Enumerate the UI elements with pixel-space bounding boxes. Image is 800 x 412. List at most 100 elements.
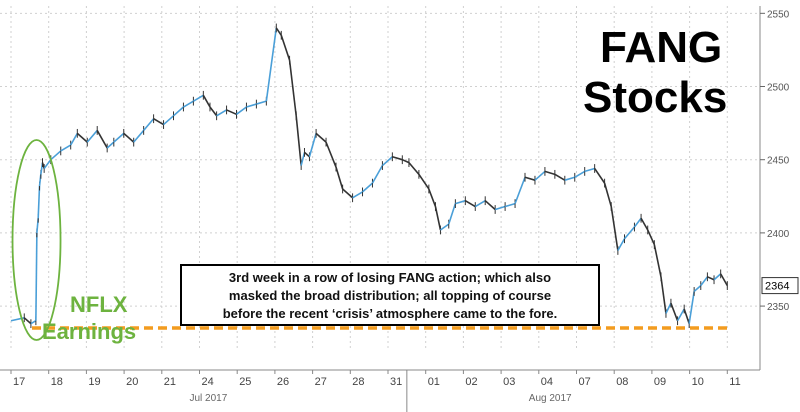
- price-segment: [37, 186, 41, 219]
- price-segment: [60, 144, 72, 152]
- price-segment: [143, 118, 155, 131]
- price-segment: [719, 273, 728, 286]
- price-segment: [43, 159, 52, 169]
- price-segment: [183, 100, 194, 108]
- price-segment: [96, 130, 108, 149]
- price-segment: [256, 100, 267, 105]
- price-segment: [484, 200, 496, 211]
- price-segment: [216, 109, 227, 117]
- price-segment: [693, 284, 702, 293]
- x-tick-label: 31: [390, 376, 402, 388]
- price-segment: [113, 132, 125, 143]
- price-segment: [325, 141, 337, 168]
- price-segment: [342, 188, 354, 199]
- price-segment: [133, 129, 145, 143]
- price-segment: [392, 156, 403, 161]
- price-segment: [464, 199, 476, 208]
- callout-box: 3rd week in a row of losing FANG action;…: [180, 264, 600, 326]
- price-segment: [524, 176, 536, 181]
- callout-line-1: 3rd week in a row of losing FANG action;…: [228, 270, 552, 285]
- price-segment: [163, 115, 175, 126]
- price-segment: [246, 103, 257, 108]
- price-segment: [288, 60, 297, 116]
- price-segment: [123, 132, 135, 143]
- x-tick-label: 20: [126, 376, 138, 388]
- price-segment: [303, 151, 310, 158]
- price-segment: [564, 176, 575, 181]
- price-segment: [30, 320, 37, 325]
- price-segment: [504, 202, 516, 208]
- price-segment: [428, 188, 437, 207]
- price-series: [10, 23, 728, 329]
- price-segment: [280, 35, 291, 61]
- x-tick-label: 27: [315, 376, 327, 388]
- x-tick-label: 08: [616, 376, 628, 388]
- price-segment: [418, 173, 430, 190]
- x-tick-label: 11: [729, 376, 740, 388]
- y-tick-label: 2500: [767, 83, 790, 94]
- x-tick-label: 18: [51, 376, 63, 388]
- price-segment: [617, 238, 626, 251]
- price-segment: [401, 158, 410, 164]
- price-segment: [69, 132, 79, 146]
- price-segment: [623, 226, 636, 240]
- y-tick-label: 2550: [767, 9, 790, 20]
- price-segment: [439, 223, 450, 231]
- price-segment: [688, 291, 695, 324]
- price-segment: [610, 206, 619, 251]
- price-segment: [683, 308, 690, 324]
- price-segment: [50, 150, 62, 161]
- x-tick-label: 04: [541, 376, 553, 388]
- price-segment: [86, 129, 98, 143]
- price-segment: [713, 273, 722, 281]
- annotation-label-line-1: NFLX: [70, 292, 128, 317]
- y-tick-label: 2450: [767, 156, 790, 167]
- price-segment: [534, 170, 546, 181]
- x-tick-label: 25: [239, 376, 251, 388]
- price-segment: [574, 170, 586, 178]
- price-segment: [646, 229, 656, 245]
- price-segment: [676, 308, 685, 322]
- price-segment: [408, 162, 420, 175]
- price-segment: [665, 302, 672, 314]
- chart-title-line-1: FANG: [600, 23, 722, 72]
- price-segment: [593, 168, 606, 184]
- price-segment: [660, 276, 667, 314]
- price-segment: [192, 94, 204, 102]
- earnings-ellipse: [11, 139, 62, 341]
- price-segment: [653, 244, 662, 277]
- x-tick-label: 02: [465, 376, 477, 388]
- price-segment: [265, 27, 278, 102]
- x-tick-label: 09: [654, 376, 666, 388]
- price-segment: [76, 132, 88, 143]
- price-segment: [361, 182, 373, 193]
- price-segment: [707, 276, 715, 281]
- price-segment: [554, 173, 566, 181]
- price-segment: [584, 167, 595, 173]
- callout-line-2: masked the broad distribution; all toppi…: [228, 288, 552, 303]
- x-axis: 17 18 19 20 21 24 25 26 27 28 31 01 02 03 04 07 08 09 10 11…: [0, 369, 760, 412]
- price-segment: [153, 118, 164, 126]
- price-segment: [209, 106, 218, 117]
- price-segment: [315, 132, 327, 143]
- price-segment: [295, 115, 302, 166]
- month-label: Jul 2017: [190, 393, 228, 404]
- price-segment: [371, 165, 384, 184]
- x-tick-label: 24: [202, 376, 214, 388]
- price-segment: [455, 199, 466, 205]
- price-segment: [700, 276, 709, 287]
- month-label: Aug 2017: [529, 393, 572, 404]
- y-tick-label: 2350: [767, 302, 790, 313]
- x-tick-label: 17: [13, 376, 25, 388]
- price-segment: [275, 27, 282, 36]
- price-segment: [474, 199, 486, 208]
- price-segment: [23, 317, 32, 325]
- callout-line-3: before the recent ‘crisis’ atmosphere ca…: [222, 306, 558, 321]
- x-tick-label: 07: [579, 376, 591, 388]
- x-tick-label: 28: [352, 376, 364, 388]
- x-tick-label: 01: [428, 376, 440, 388]
- x-tick-label: 10: [692, 376, 704, 388]
- price-segment: [514, 176, 526, 204]
- price-segment: [434, 206, 442, 231]
